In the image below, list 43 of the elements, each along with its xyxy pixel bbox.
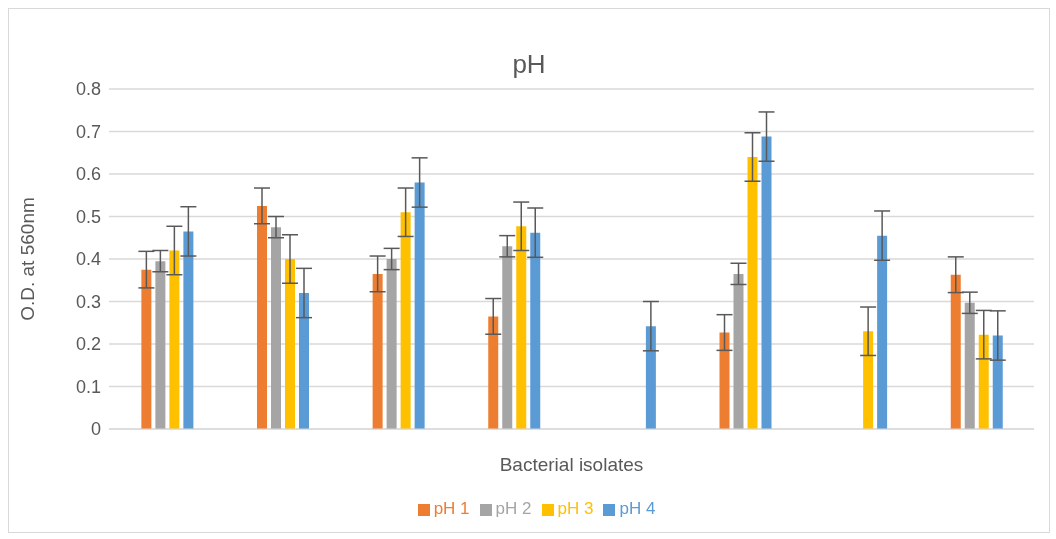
y-tick-label: 0.4 xyxy=(75,249,101,270)
bar xyxy=(372,273,383,429)
bar xyxy=(299,293,309,429)
bar xyxy=(992,335,1003,429)
bar xyxy=(719,332,730,429)
bar xyxy=(285,259,295,429)
y-tick-label: 0.6 xyxy=(75,164,101,185)
bar xyxy=(516,226,527,429)
bar xyxy=(502,246,513,429)
x-axis-title: Bacterial isolates xyxy=(499,454,644,475)
bar xyxy=(141,269,152,429)
bar xyxy=(400,212,411,429)
bar xyxy=(733,273,744,429)
y-tick-label: 0.1 xyxy=(75,376,101,397)
y-tick-label: 0.3 xyxy=(75,291,101,312)
bar xyxy=(271,227,281,429)
bar xyxy=(761,136,772,429)
bar xyxy=(950,274,961,429)
bar xyxy=(978,334,989,429)
bar xyxy=(747,157,758,429)
bar xyxy=(863,331,874,429)
bar xyxy=(877,235,888,429)
bar xyxy=(155,261,166,429)
bar xyxy=(488,316,499,429)
chart-title: pH xyxy=(511,49,547,80)
bar xyxy=(169,250,180,429)
bar xyxy=(183,231,194,429)
legend-label: pH 1 xyxy=(433,499,470,518)
y-tick-label: 0.7 xyxy=(75,121,101,142)
legend-label: pH 4 xyxy=(619,499,656,518)
bar xyxy=(414,182,425,429)
bar xyxy=(964,302,975,429)
bar xyxy=(386,259,397,429)
y-axis-title: O.D. at 560nm xyxy=(16,197,38,321)
y-tick-label: 0 xyxy=(90,419,101,440)
y-tick-label: 0.5 xyxy=(75,206,101,227)
bar xyxy=(645,326,656,429)
legend-label: pH 2 xyxy=(495,499,532,518)
bar xyxy=(257,205,267,429)
y-tick-label: 0.2 xyxy=(75,334,101,355)
bar xyxy=(530,232,541,429)
y-tick-label: 0.8 xyxy=(75,79,101,100)
legend-label: pH 3 xyxy=(557,499,594,518)
